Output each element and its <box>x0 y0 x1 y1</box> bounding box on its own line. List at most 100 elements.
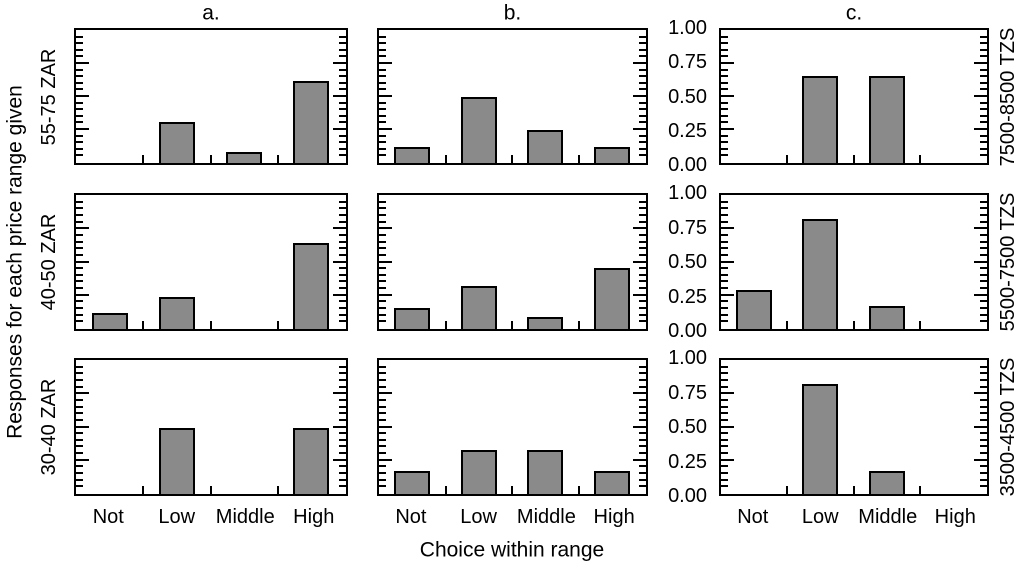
y-axis-tick <box>379 267 386 270</box>
y-axis-tick <box>379 200 386 203</box>
y-axis-tick <box>339 432 346 435</box>
y-axis-tick <box>76 227 89 230</box>
y-axis-tick <box>721 392 734 395</box>
y-axis-tick <box>76 273 83 276</box>
y-axis-tick <box>76 220 83 223</box>
y-axis-tick <box>980 207 987 210</box>
y-axis-tick <box>76 68 83 71</box>
x-axis-tick <box>852 486 855 494</box>
y-axis-tick <box>76 385 83 388</box>
y-axis-tick <box>980 472 987 475</box>
y-axis-tick <box>980 398 987 401</box>
y-axis-tick <box>339 372 346 375</box>
y-axis-tick <box>76 445 83 448</box>
y-axis-tick <box>980 378 987 381</box>
y-axis-tick <box>379 233 386 236</box>
y-axis-tick <box>379 95 392 97</box>
y-axis-tick <box>721 412 728 415</box>
y-axis-tick <box>980 240 987 243</box>
y-axis-tick <box>980 372 987 375</box>
y-axis-tick <box>980 48 987 51</box>
y-axis-tick <box>721 405 728 408</box>
y-axis-tick <box>379 320 386 323</box>
y-axis-tick <box>639 247 646 250</box>
y-axis-tick <box>639 48 646 51</box>
y-axis-tick <box>721 293 734 296</box>
y-axis-tick <box>721 81 728 84</box>
y-axis-tick <box>980 134 987 137</box>
y-axis-tick <box>980 141 987 144</box>
bar <box>158 427 195 494</box>
y-axis-tick <box>339 405 346 408</box>
y-axis-tick <box>76 48 83 51</box>
y-axis-tick <box>721 227 734 230</box>
row-right-label: 3500-4500 TZS <box>997 357 1019 497</box>
bar <box>593 471 630 494</box>
y-axis-tick <box>379 68 386 71</box>
row-left-label: 30-40 ZAR <box>38 378 60 476</box>
y-axis-tick <box>76 141 83 144</box>
y-axis-tick <box>76 378 83 381</box>
x-axis-title: Choice within range <box>419 538 605 562</box>
bar <box>802 75 839 163</box>
y-axis-tick <box>379 147 386 150</box>
y-axis-tick <box>974 128 987 130</box>
y-axis-tick <box>76 372 83 375</box>
y-axis-tick <box>721 121 728 124</box>
y-axis-tick <box>333 392 346 395</box>
y-axis-tick <box>339 220 346 223</box>
y-axis-tick <box>76 452 83 455</box>
y-axis-tick <box>721 385 728 388</box>
column-title: b. <box>503 1 522 25</box>
y-axis-tick <box>633 293 646 296</box>
y-axis-tick <box>379 458 392 461</box>
bar <box>293 81 330 163</box>
y-axis-tick <box>633 62 646 64</box>
y-axis-tick <box>974 260 987 263</box>
y-axis-tick <box>76 35 83 38</box>
y-axis-tick <box>379 392 392 395</box>
y-axis-tick <box>721 485 728 488</box>
bar <box>527 130 564 163</box>
y-axis-tick <box>639 213 646 216</box>
y-axis-tick <box>339 412 346 415</box>
y-axis-tick <box>721 253 728 256</box>
y-axis-tick <box>76 307 83 310</box>
y-axis-tick <box>639 35 646 38</box>
y-axis-tick <box>980 320 987 323</box>
y-axis-tick <box>721 62 734 64</box>
y-axis-tick <box>639 405 646 408</box>
y-axis-tick <box>333 62 346 64</box>
x-category-label: High <box>934 506 976 528</box>
bar <box>868 471 905 494</box>
y-axis-tick <box>639 81 646 84</box>
y-axis-tick <box>721 307 728 310</box>
x-category-label: Low <box>158 506 196 528</box>
y-axis-tick <box>379 141 386 144</box>
y-axis-tick <box>639 378 646 381</box>
y-axis-tick <box>339 55 346 58</box>
y-axis-tick <box>980 200 987 203</box>
x-axis-tick <box>918 321 921 329</box>
y-axis-tick <box>333 128 346 130</box>
column-title: c. <box>845 1 863 25</box>
bar <box>394 307 431 329</box>
y-axis-tick <box>980 247 987 250</box>
y-axis-tick <box>379 405 386 408</box>
y-axis-tick <box>379 313 386 316</box>
y-axis-tick <box>379 438 386 441</box>
panel <box>377 193 648 331</box>
y-axis-tick <box>339 247 346 250</box>
y-axis-tick <box>639 267 646 270</box>
y-axis-tick <box>379 485 386 488</box>
y-axis-tick <box>333 293 346 296</box>
y-axis-tick <box>339 438 346 441</box>
y-axis-tick <box>974 392 987 395</box>
y-axis-tick <box>639 307 646 310</box>
panel <box>74 28 348 165</box>
y-axis-tick <box>639 385 646 388</box>
y-axis-tick <box>980 287 987 290</box>
y-tick-label: 0.50 <box>668 416 707 438</box>
y-axis-tick <box>980 452 987 455</box>
y-axis-tick <box>721 200 728 203</box>
